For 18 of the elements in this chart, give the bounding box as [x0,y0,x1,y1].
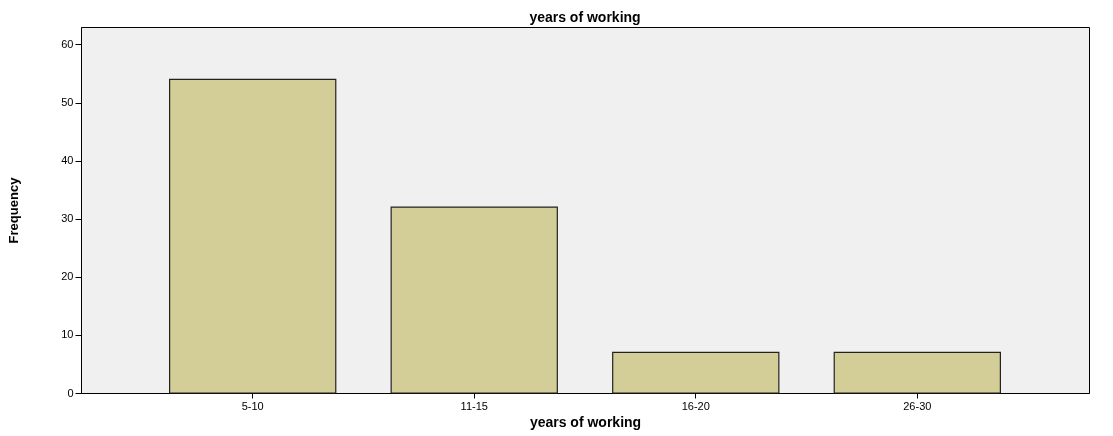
y-tick-label: 20 [61,270,74,283]
y-axis-title: Frequency [6,176,22,244]
bar [833,351,1001,394]
x-axis-title: years of working [529,413,642,430]
x-tick-label: 5-10 [241,399,264,412]
x-tick-label: 26-30 [903,399,932,412]
bar [390,206,558,394]
x-tick-label: 11-15 [460,399,488,412]
y-tick-label: 30 [61,212,74,225]
y-tick-label: 50 [61,96,74,109]
bar [612,351,780,394]
y-tick-label: 10 [61,328,74,341]
chart-title: years of working [529,9,641,25]
y-tick-label: 40 [61,154,74,167]
bar [169,78,337,394]
y-tick-label: 60 [61,37,74,50]
y-tick-label: 0 [67,386,74,399]
x-tick-label: 16-20 [681,399,710,412]
